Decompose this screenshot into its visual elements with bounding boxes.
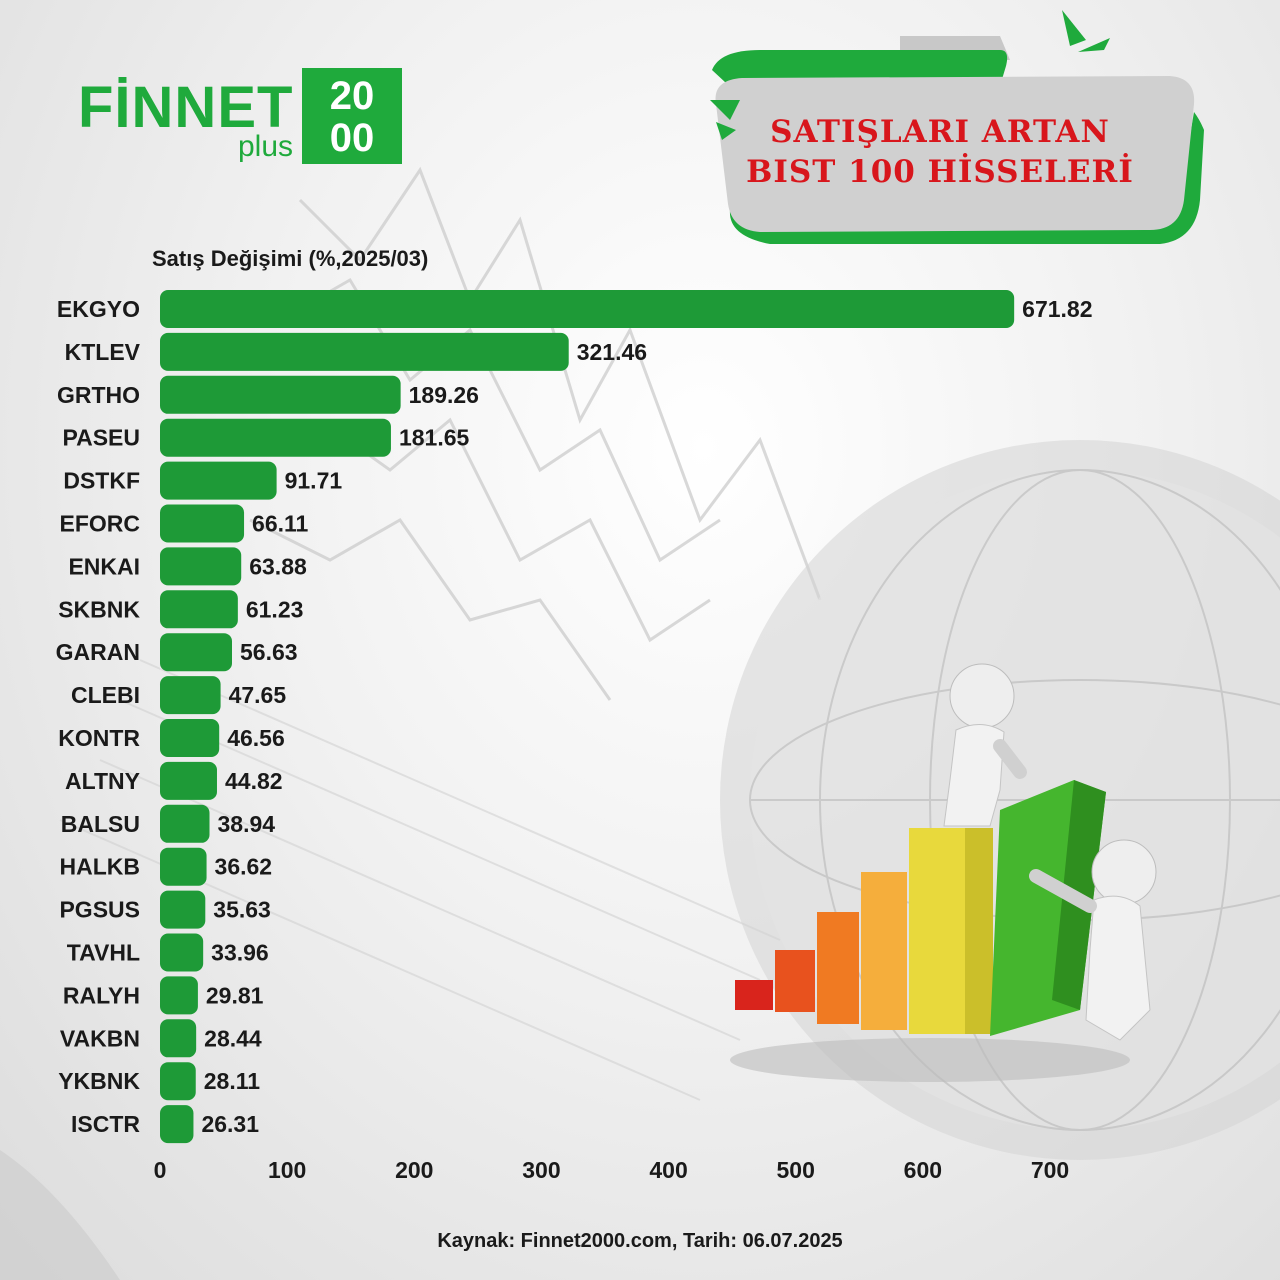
category-label: CLEBI [71, 682, 140, 708]
value-label: 28.11 [204, 1068, 260, 1094]
value-label: 66.11 [252, 511, 308, 537]
bar-enkai [160, 547, 242, 586]
title-line-2: BIST 100 HİSSELERİ [746, 154, 1134, 190]
value-label: 29.81 [206, 982, 264, 1008]
bar-skbnk [160, 590, 238, 629]
value-label: 46.56 [227, 725, 285, 751]
value-label: 47.65 [229, 682, 287, 708]
bar-eforc [160, 504, 245, 543]
category-label: ISCTR [71, 1111, 140, 1137]
bar-garan [160, 633, 233, 672]
value-label: 321.46 [577, 339, 647, 365]
brand-box: 20 00 [302, 68, 402, 164]
bar-ralyh [160, 976, 198, 1015]
x-tick-label: 200 [395, 1157, 433, 1183]
bar-altny [160, 761, 217, 800]
source-footer: Kaynak: Finnet2000.com, Tarih: 06.07.202… [437, 1230, 843, 1252]
bar-vakbn [160, 1019, 197, 1058]
category-label: DSTKF [63, 468, 140, 494]
x-tick-label: 700 [1031, 1157, 1069, 1183]
value-label: 181.65 [399, 425, 470, 451]
x-tick-label: 500 [777, 1157, 815, 1183]
value-label: 61.23 [246, 596, 304, 622]
category-label: GARAN [56, 639, 140, 665]
bar-ykbnk [160, 1062, 196, 1101]
category-label: HALKB [60, 854, 141, 880]
category-label: VAKBN [60, 1025, 140, 1051]
x-tick-label: 100 [268, 1157, 306, 1183]
x-tick-label: 400 [649, 1157, 687, 1183]
x-tick-label: 600 [904, 1157, 942, 1183]
bar-ktlev [160, 332, 569, 371]
category-label: TAVHL [67, 940, 140, 966]
brand-box-line1: 20 [329, 74, 375, 118]
growth-illustration [730, 663, 1157, 1082]
value-label: 56.63 [240, 639, 298, 665]
bar-pgsus [160, 890, 206, 929]
category-label: EKGYO [57, 296, 140, 322]
title-line-1: SATIŞLARI ARTAN [770, 114, 1110, 150]
category-label: BALSU [61, 811, 140, 837]
bar-tavhl [160, 933, 204, 972]
value-label: 26.31 [201, 1111, 259, 1137]
category-label: KONTR [58, 725, 140, 751]
category-label: GRTHO [57, 382, 140, 408]
value-label: 189.26 [409, 382, 479, 408]
bar-kontr [160, 719, 220, 757]
value-label: 63.88 [249, 553, 307, 579]
brand-logo: FİNNET plus 20 00 [78, 66, 408, 166]
category-label: PGSUS [59, 897, 140, 923]
bar-isctr [160, 1105, 194, 1144]
category-label: RALYH [63, 982, 140, 1008]
brand-name: FİNNET [78, 75, 294, 140]
value-label: 671.82 [1022, 296, 1092, 322]
category-label: EFORC [60, 511, 141, 537]
category-label: YKBNK [58, 1068, 140, 1094]
category-label: ENKAI [68, 553, 140, 579]
category-label: SKBNK [58, 596, 140, 622]
category-label: PASEU [62, 425, 140, 451]
x-tick-label: 300 [522, 1157, 560, 1183]
x-tick-label: 0 [154, 1157, 167, 1183]
bar-grtho [160, 375, 401, 414]
bar-ekgyo [160, 290, 1015, 328]
title-banner [710, 10, 1204, 244]
axis-title: Satış Değişimi (%,2025/03) [152, 246, 429, 271]
value-label: 33.96 [211, 940, 269, 966]
value-label: 91.71 [285, 468, 343, 494]
brand-sub: plus [238, 130, 294, 163]
value-label: 36.62 [215, 854, 273, 880]
bar-dstkf [160, 461, 277, 500]
value-label: 35.63 [213, 897, 271, 923]
value-label: 38.94 [218, 811, 276, 837]
category-label: KTLEV [65, 339, 141, 365]
value-label: 28.44 [204, 1025, 262, 1051]
chart-title-banner: SATIŞLARI ARTAN BIST 100 HİSSELERİ [720, 112, 1160, 192]
bar-clebi [160, 676, 221, 715]
bar-halkb [160, 847, 207, 886]
category-label: ALTNY [65, 768, 140, 794]
value-label: 44.82 [225, 768, 283, 794]
brand-box-line2: 00 [329, 116, 375, 160]
bar-paseu [160, 418, 391, 457]
bar-balsu [160, 804, 210, 843]
